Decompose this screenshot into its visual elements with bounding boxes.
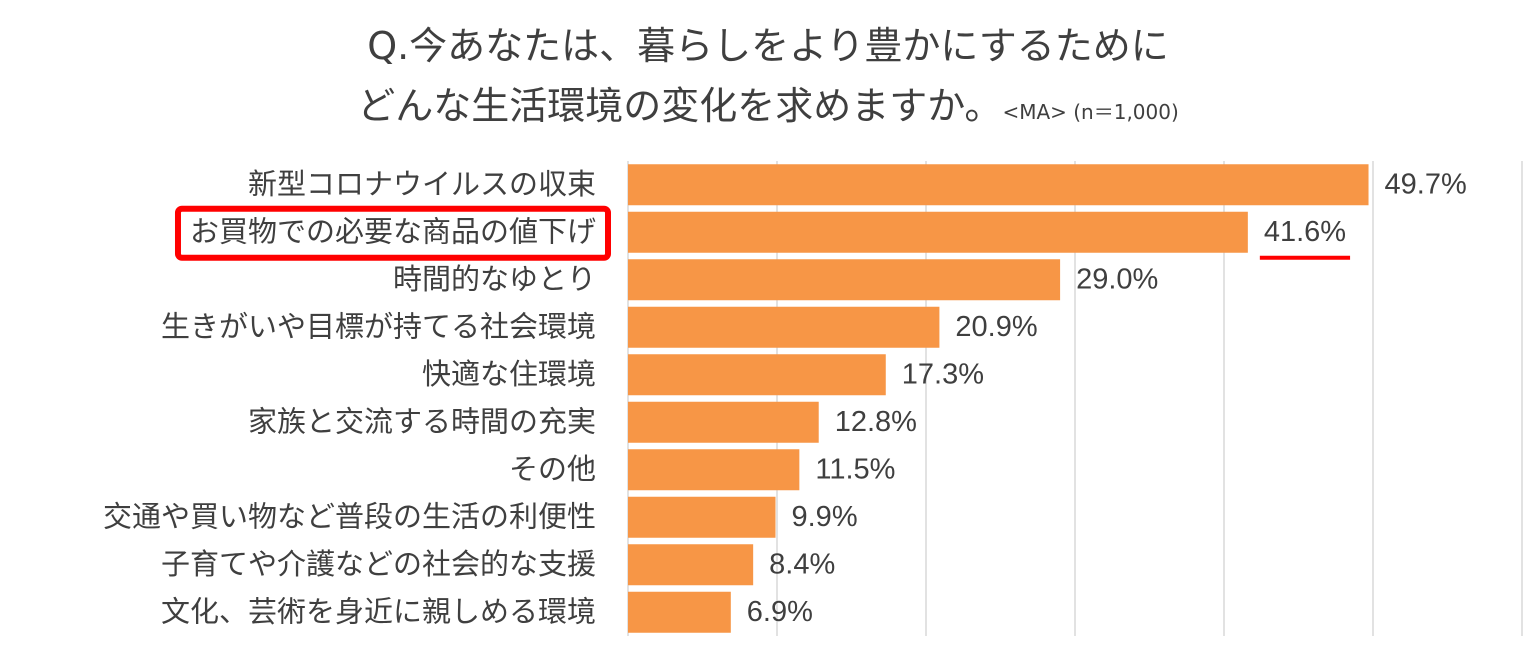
chart-title-line2: どんな生活環境の変化を求めますか。<MA> (n＝1,000)	[0, 82, 1536, 136]
value-label: 49.7%	[1385, 168, 1467, 200]
category-label: 生きがいや目標が持てる社会環境	[161, 309, 596, 343]
category-label: 文化、芸術を身近に親しめる環境	[161, 594, 596, 628]
bar	[628, 496, 776, 538]
chart-title-line2-text: どんな生活環境の変化を求めますか。	[357, 84, 1003, 128]
category-label: お買物での必要な商品の値下げ	[190, 214, 596, 248]
bar	[628, 164, 1369, 206]
category-label: 快適な住環境	[422, 357, 596, 391]
value-label: 6.9%	[747, 596, 813, 628]
bar	[628, 544, 754, 586]
category-label: 時間的なゆとり	[393, 262, 596, 296]
value-label: 29.0%	[1076, 263, 1158, 295]
category-label: 家族と交流する時間の充実	[248, 404, 596, 438]
value-label: 12.8%	[835, 406, 917, 438]
bar	[628, 354, 886, 396]
value-label: 41.6%	[1264, 216, 1346, 248]
chart-title-line1: Q.今あなたは、暮らしをより豊かにするために	[367, 24, 1169, 68]
bar	[628, 259, 1061, 301]
bar	[628, 449, 800, 491]
bar	[628, 591, 731, 633]
highlight-box	[174, 205, 611, 261]
value-label: 9.9%	[792, 501, 858, 533]
chart-title-note: <MA> (n＝1,000)	[1002, 100, 1179, 124]
category-label: 子育てや介護などの社会的な支援	[161, 547, 596, 581]
bar	[628, 306, 940, 348]
value-label: 11.5%	[815, 453, 895, 485]
value-label: 17.3%	[902, 358, 984, 390]
category-label: 新型コロナウイルスの収束	[248, 167, 596, 201]
category-label: その他	[509, 452, 596, 486]
category-label: 交通や買い物など普段の生活の利便性	[103, 499, 596, 533]
bar	[628, 211, 1248, 253]
value-label: 20.9%	[955, 311, 1037, 343]
value-label: 8.4%	[769, 548, 835, 580]
bar	[628, 401, 819, 443]
